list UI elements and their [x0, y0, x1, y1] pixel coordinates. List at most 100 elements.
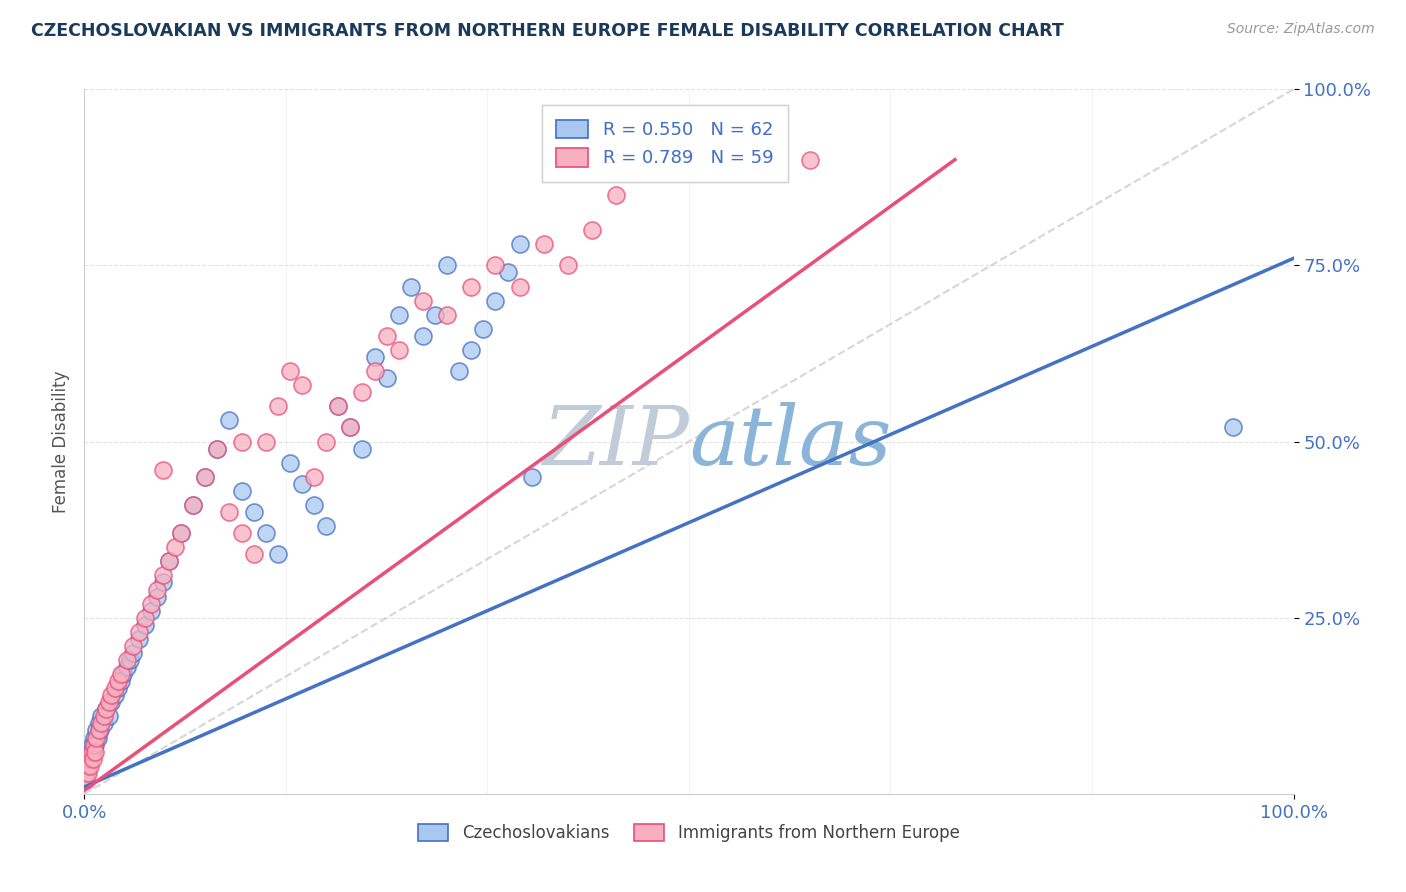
Point — [146, 590, 169, 604]
Point — [79, 758, 101, 772]
Point — [278, 456, 301, 470]
Point — [399, 279, 422, 293]
Point — [388, 308, 411, 322]
Point — [120, 653, 142, 667]
Point — [157, 554, 180, 568]
Point — [242, 547, 264, 561]
Point — [472, 322, 495, 336]
Point — [460, 343, 482, 357]
Point — [328, 399, 350, 413]
Text: ZIP: ZIP — [543, 401, 689, 482]
Point — [157, 554, 180, 568]
Point — [152, 575, 174, 590]
Y-axis label: Female Disability: Female Disability — [52, 370, 70, 513]
Point — [80, 738, 103, 752]
Point — [496, 265, 519, 279]
Point — [165, 541, 187, 555]
Point — [328, 399, 350, 413]
Point — [77, 751, 100, 765]
Point — [231, 483, 253, 498]
Point — [121, 639, 143, 653]
Point — [449, 364, 471, 378]
Point — [139, 597, 162, 611]
Point — [115, 653, 138, 667]
Point — [84, 745, 107, 759]
Point — [97, 695, 120, 709]
Point — [134, 610, 156, 624]
Point — [315, 434, 337, 449]
Point — [352, 385, 374, 400]
Point — [520, 469, 543, 483]
Point — [231, 434, 253, 449]
Point — [423, 308, 446, 322]
Point — [76, 758, 98, 772]
Point — [87, 716, 110, 731]
Point — [80, 745, 103, 759]
Point — [86, 731, 108, 745]
Point — [388, 343, 411, 357]
Legend: Czechoslovakians, Immigrants from Northern Europe: Czechoslovakians, Immigrants from Northe… — [412, 817, 966, 849]
Point — [412, 328, 434, 343]
Point — [146, 582, 169, 597]
Point — [533, 237, 555, 252]
Point — [339, 420, 361, 434]
Point — [77, 745, 100, 759]
Point — [89, 723, 111, 738]
Point — [339, 420, 361, 434]
Point — [181, 498, 204, 512]
Point — [267, 547, 290, 561]
Point — [134, 617, 156, 632]
Point — [82, 745, 104, 759]
Point — [315, 519, 337, 533]
Point — [86, 723, 108, 738]
Point — [112, 667, 135, 681]
Point — [152, 463, 174, 477]
Point — [291, 476, 314, 491]
Point — [194, 469, 217, 483]
Text: Source: ZipAtlas.com: Source: ZipAtlas.com — [1227, 22, 1375, 37]
Point — [87, 723, 110, 738]
Point — [90, 709, 112, 723]
Point — [79, 751, 101, 765]
Point — [110, 674, 132, 689]
Point — [121, 646, 143, 660]
Point — [207, 442, 229, 456]
Point — [242, 505, 264, 519]
Point — [82, 751, 104, 765]
Point — [94, 702, 117, 716]
Point — [77, 758, 100, 772]
Point — [509, 279, 531, 293]
Point — [254, 526, 277, 541]
Point — [207, 442, 229, 456]
Point — [194, 469, 217, 483]
Point — [170, 526, 193, 541]
Point — [1222, 420, 1244, 434]
Point — [77, 765, 100, 780]
Point — [93, 709, 115, 723]
Point — [436, 308, 458, 322]
Point — [86, 731, 108, 745]
Point — [484, 259, 506, 273]
Point — [799, 153, 821, 167]
Point — [231, 526, 253, 541]
Point — [363, 364, 385, 378]
Point — [375, 371, 398, 385]
Point — [278, 364, 301, 378]
Point — [375, 328, 398, 343]
Point — [115, 660, 138, 674]
Point — [460, 279, 482, 293]
Text: atlas: atlas — [689, 401, 891, 482]
Point — [107, 674, 129, 689]
Point — [94, 702, 117, 716]
Point — [128, 632, 150, 646]
Point — [302, 469, 325, 483]
Point — [75, 772, 97, 787]
Point — [254, 434, 277, 449]
Point — [581, 223, 603, 237]
Point — [302, 498, 325, 512]
Point — [139, 604, 162, 618]
Point — [93, 716, 115, 731]
Point — [100, 695, 122, 709]
Point — [110, 667, 132, 681]
Point — [90, 716, 112, 731]
